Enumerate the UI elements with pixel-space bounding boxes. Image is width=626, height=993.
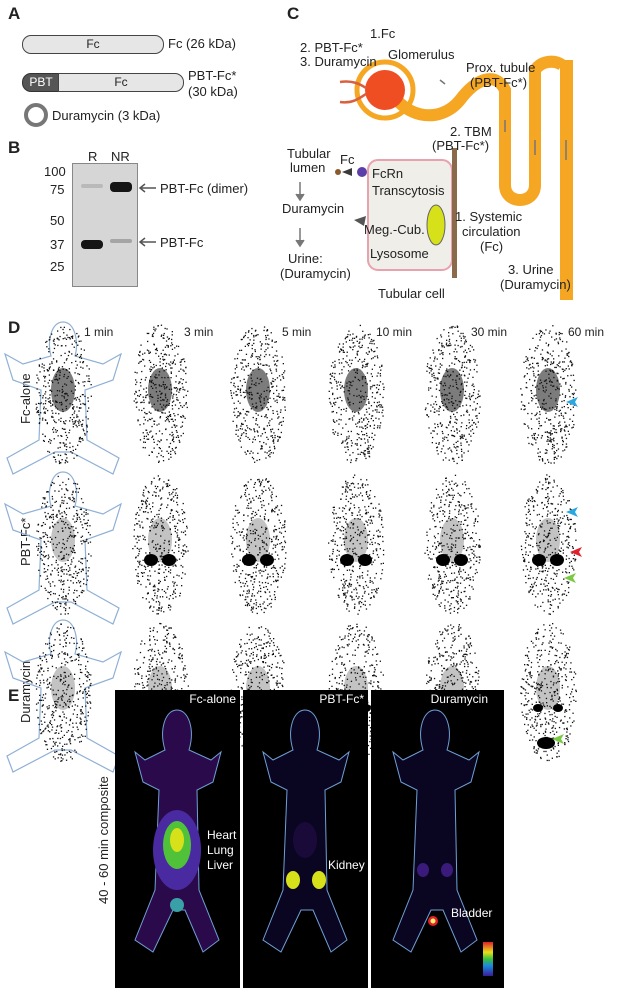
scan-r2-t0 [3,619,123,773]
marker-75: 75 [50,182,65,197]
composite-fc-title: Fc-alone [189,692,236,706]
scan-r1-t5 [520,474,577,615]
input-duramycin: 3. Duramycin [300,54,377,69]
scan-r0-t0 [3,321,123,475]
composite-pbt-title: PBT-Fc* [319,692,364,706]
input-pbt-fc: 2. PBT-Fc* [300,40,363,55]
fc-construct-bar: Fc [22,35,164,54]
tbm-sub: (PBT-Fc*) [432,138,490,153]
timepoint-6: 60 min [568,325,605,339]
tubular-lumen-sub: lumen [290,160,326,175]
lane-nr-label: NR [111,149,130,164]
scan-r1-t2 [230,478,287,615]
gel-band-r-faint [81,184,103,188]
composite-duramycin-title: Duramycin [430,692,488,706]
scan-r0-t2 [230,326,286,463]
gel-arrows [138,183,156,247]
arrow-blue-icon [566,507,578,517]
panel-c-label: C [287,4,300,23]
composite-pbt-fc: PBT-Fc* Kidney [243,690,368,988]
fc-label: Fc [340,152,355,167]
systemic-label: 1. Systemic [455,209,523,224]
note-bladder: Bladder [451,906,493,920]
arrow-blue-icon [566,397,578,407]
timepoint-1: 1 min [84,325,114,339]
timepoint-3: 5 min [282,325,312,339]
tubular-cell-label: Tubular cell [378,286,445,301]
scan-r1-t0 [3,471,123,625]
timepoint-4: 10 min [376,325,413,339]
monomer-band-label: PBT-Fc [160,235,204,250]
transcytosis-label: Transcytosis [372,183,445,198]
composite-side-label: 40 - 60 min composite [96,776,111,904]
scan-r0-t4 [424,325,481,465]
composite-duramycin: Duramycin Bladder [371,690,504,988]
meg-cub-label: Meg.-Cub. [364,222,425,237]
input-fc: 1.Fc [370,26,396,41]
scan-r1-t4 [424,474,481,614]
fc-construct-label: Fc (26 kDa) [168,36,236,51]
lane-r-label: R [88,149,98,164]
scan-r1-t3 [328,474,385,615]
arrow-green-icon [552,734,564,744]
pbt-fc-construct-bar: Fc [58,73,184,92]
systemic-fc: (Fc) [480,239,504,254]
panel-b-label: B [8,138,21,157]
dimer-band-label: PBT-Fc (dimer) [160,181,249,196]
tbm-label: 2. TBM [450,124,492,139]
scan-r0-t1 [133,324,189,463]
composite-fc-alone: Fc-alone Heart Lung Liver [115,690,240,988]
timepoint-5: 30 min [471,325,508,339]
urine-left-sub: (Duramycin) [280,266,351,281]
gel-band-nr-faint [110,239,132,243]
note-heart: Heart [207,828,237,842]
marker-100: 100 [44,164,66,179]
timepoint-2: 3 min [184,325,214,339]
prox-tubule-label: Prox. tubule [466,60,536,75]
marker-37: 37 [50,237,65,252]
duramycin-ring-icon [24,103,48,127]
gel-band-r-monomer [81,240,103,249]
fcrn-label: FcRn [372,166,404,181]
scan-r1-t1 [132,475,189,615]
scan-r2-t5 [520,623,577,762]
panel-a-label: A [8,4,21,23]
pbt-fc-label-1: PBT-Fc* [188,68,237,83]
duramycin-label: Duramycin (3 kDa) [52,108,161,123]
urine-right-sub: (Duramycin) [500,277,571,292]
scan-r0-t3 [328,324,385,464]
scan-r0-t5 [520,325,577,465]
arrow-green-icon [564,573,576,583]
note-liver: Liver [207,858,234,872]
glomerulus-label: Glomerulus [388,47,455,62]
marker-25: 25 [50,259,65,274]
marker-50: 50 [50,213,65,228]
tubular-lumen-label: Tubular [287,146,331,161]
note-kidney: Kidney [328,858,365,872]
gel-image [72,163,138,287]
gel-band-nr-dimer [110,182,132,192]
scan-grid [3,321,582,773]
colorbar-icon [483,942,493,976]
panel-e-label: E [8,686,20,705]
note-lung: Lung [207,843,234,857]
systemic-sub: circulation [462,224,521,239]
lysosome-label: Lysosome [370,246,429,261]
prox-tubule-sub: (PBT-Fc*) [470,75,528,90]
urine-left-label: Urine: [288,251,323,266]
panel-d-label: D [8,318,21,337]
urine-right-label: 3. Urine [508,262,554,277]
kidney-diagram [295,55,573,300]
duramycin-flow-label: Duramycin [282,201,345,216]
pbt-fc-label-2: (30 kDa) [188,84,238,99]
pbt-tag: PBT [22,73,60,92]
arrow-red-icon [570,547,582,557]
